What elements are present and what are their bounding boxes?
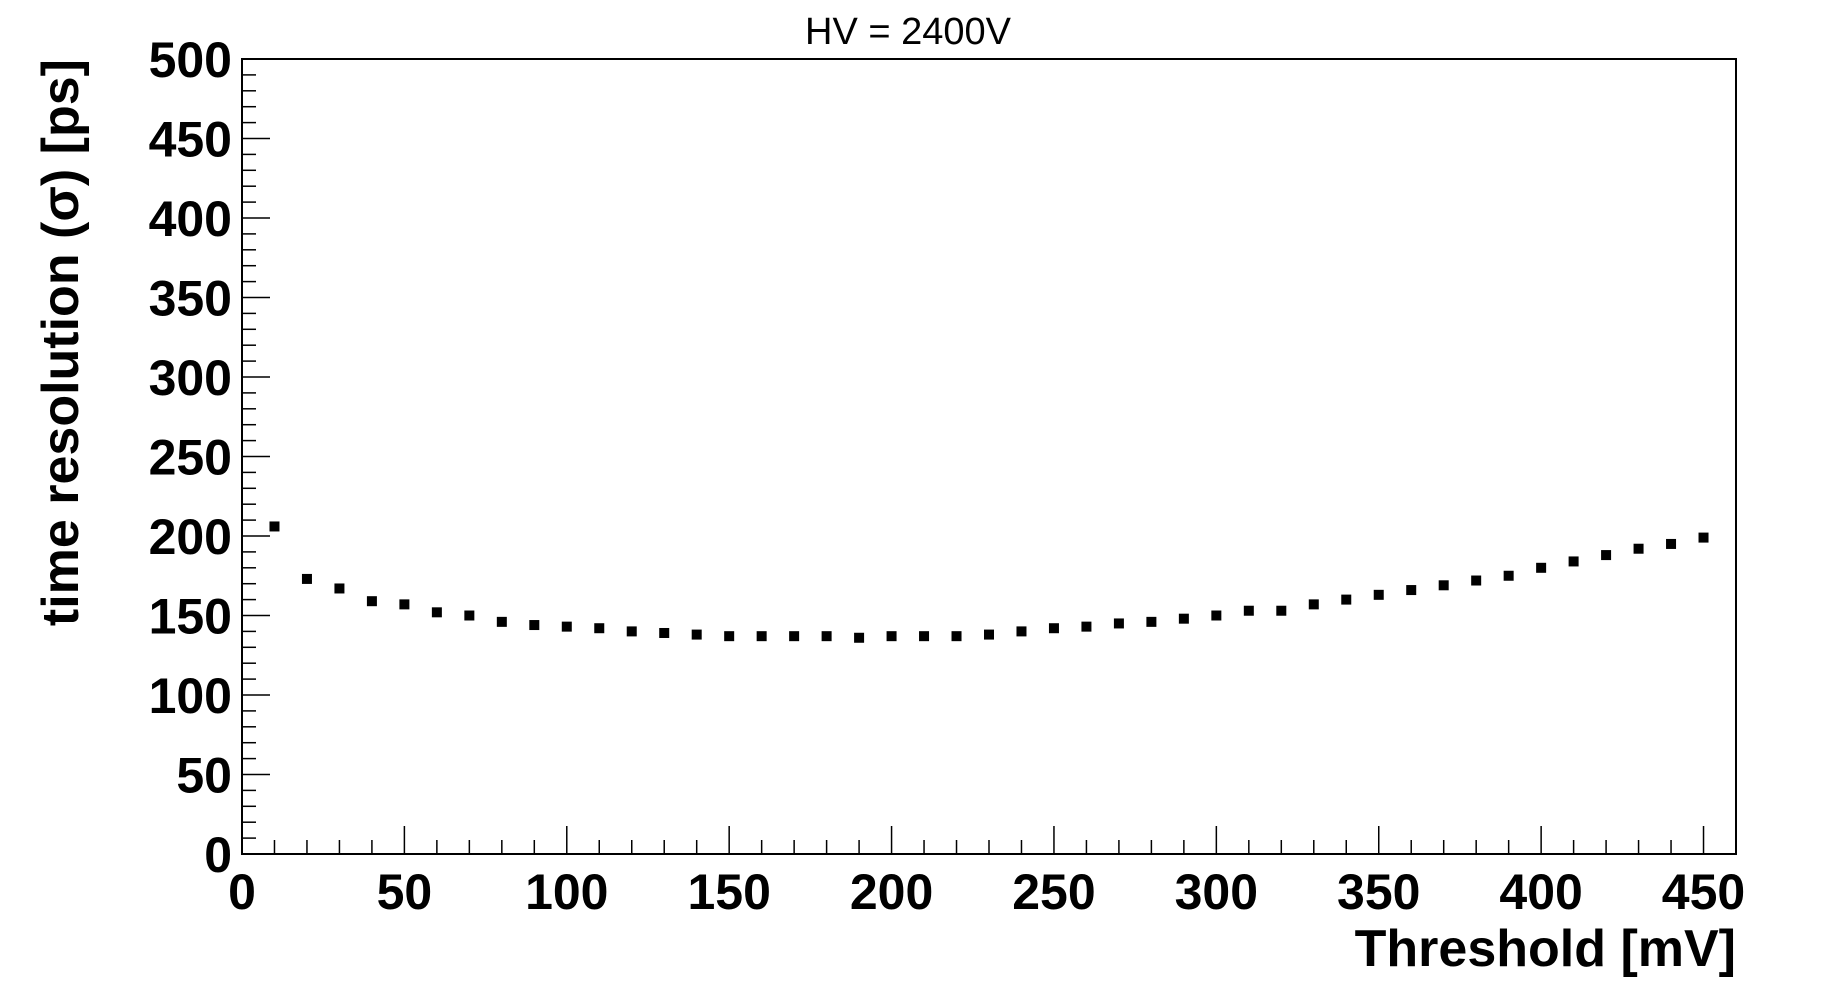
- data-point: [1698, 532, 1709, 543]
- data-point: [1178, 613, 1189, 624]
- data-point: [1503, 570, 1514, 581]
- data-point: [821, 631, 832, 642]
- data-point: [1568, 556, 1579, 567]
- data-point: [724, 631, 735, 642]
- data-point: [561, 621, 572, 632]
- data-point: [691, 629, 702, 640]
- data-point: [1633, 543, 1644, 554]
- y-tick-label: 200: [149, 509, 232, 565]
- x-tick-label: 100: [525, 864, 608, 920]
- data-point: [1146, 616, 1157, 627]
- x-tick-label: 300: [1175, 864, 1258, 920]
- y-tick-label: 500: [149, 32, 232, 88]
- x-tick-label: 400: [1499, 864, 1582, 920]
- y-tick-label: 50: [176, 748, 232, 804]
- data-point: [1406, 585, 1417, 596]
- data-point: [1308, 599, 1319, 610]
- x-tick-label: 50: [377, 864, 433, 920]
- y-tick-labels: 0 50 100 150 200 250 300 350 400 450 500: [149, 32, 232, 883]
- data-point: [659, 627, 670, 638]
- data-point: [1536, 562, 1547, 573]
- data-point: [464, 610, 475, 621]
- axis-ticks: [241, 58, 1737, 855]
- data-point: [1471, 575, 1482, 586]
- data-point: [366, 596, 377, 607]
- data-point: [334, 583, 345, 594]
- data-point: [854, 632, 865, 643]
- y-tick-label: 0: [204, 827, 232, 883]
- x-axis-title: Threshold [mV]: [1355, 920, 1736, 978]
- x-tick-labels: 0 50 100 150 200 250 300 350 400 450: [228, 864, 1745, 920]
- data-point: [1666, 538, 1677, 549]
- data-point: [1601, 550, 1612, 561]
- y-tick-label: 450: [149, 112, 232, 168]
- y-tick-label: 350: [149, 271, 232, 327]
- y-tick-label: 250: [149, 430, 232, 486]
- data-point: [1438, 580, 1449, 591]
- data-points: [269, 521, 1709, 643]
- chart-title: HV = 2400V: [805, 11, 1012, 53]
- x-tick-label: 200: [850, 864, 933, 920]
- data-point: [1211, 610, 1222, 621]
- data-point: [1276, 605, 1287, 616]
- y-tick-label: 400: [149, 191, 232, 247]
- y-tick-label: 100: [149, 668, 232, 724]
- data-point: [984, 629, 994, 640]
- y-tick-label: 300: [149, 350, 232, 406]
- data-point: [1016, 626, 1027, 637]
- data-point: [951, 631, 962, 642]
- y-axis-title: time resolution (σ) [ps]: [32, 59, 90, 626]
- data-point: [1243, 605, 1254, 616]
- data-point: [529, 620, 540, 631]
- data-point: [1081, 621, 1092, 632]
- data-point: [789, 631, 800, 642]
- data-point: [301, 573, 312, 584]
- x-tick-label: 150: [687, 864, 770, 920]
- x-tick-label: 350: [1337, 864, 1420, 920]
- x-tick-label: 0: [228, 864, 256, 920]
- data-point: [919, 631, 930, 642]
- data-point: [1113, 618, 1124, 629]
- data-point: [269, 521, 280, 532]
- data-point: [626, 626, 637, 637]
- data-point: [496, 616, 507, 627]
- y-tick-label: 150: [149, 589, 232, 645]
- data-point: [1048, 623, 1059, 634]
- x-tick-label: 250: [1012, 864, 1095, 920]
- data-point: [399, 599, 410, 610]
- x-tick-label: 450: [1662, 864, 1745, 920]
- data-point: [594, 623, 605, 634]
- data-point: [1373, 589, 1384, 600]
- data-point: [886, 631, 897, 642]
- data-point: [431, 607, 442, 618]
- data-point: [756, 631, 767, 642]
- plot-frame: [241, 58, 1737, 855]
- data-point: [1341, 594, 1352, 605]
